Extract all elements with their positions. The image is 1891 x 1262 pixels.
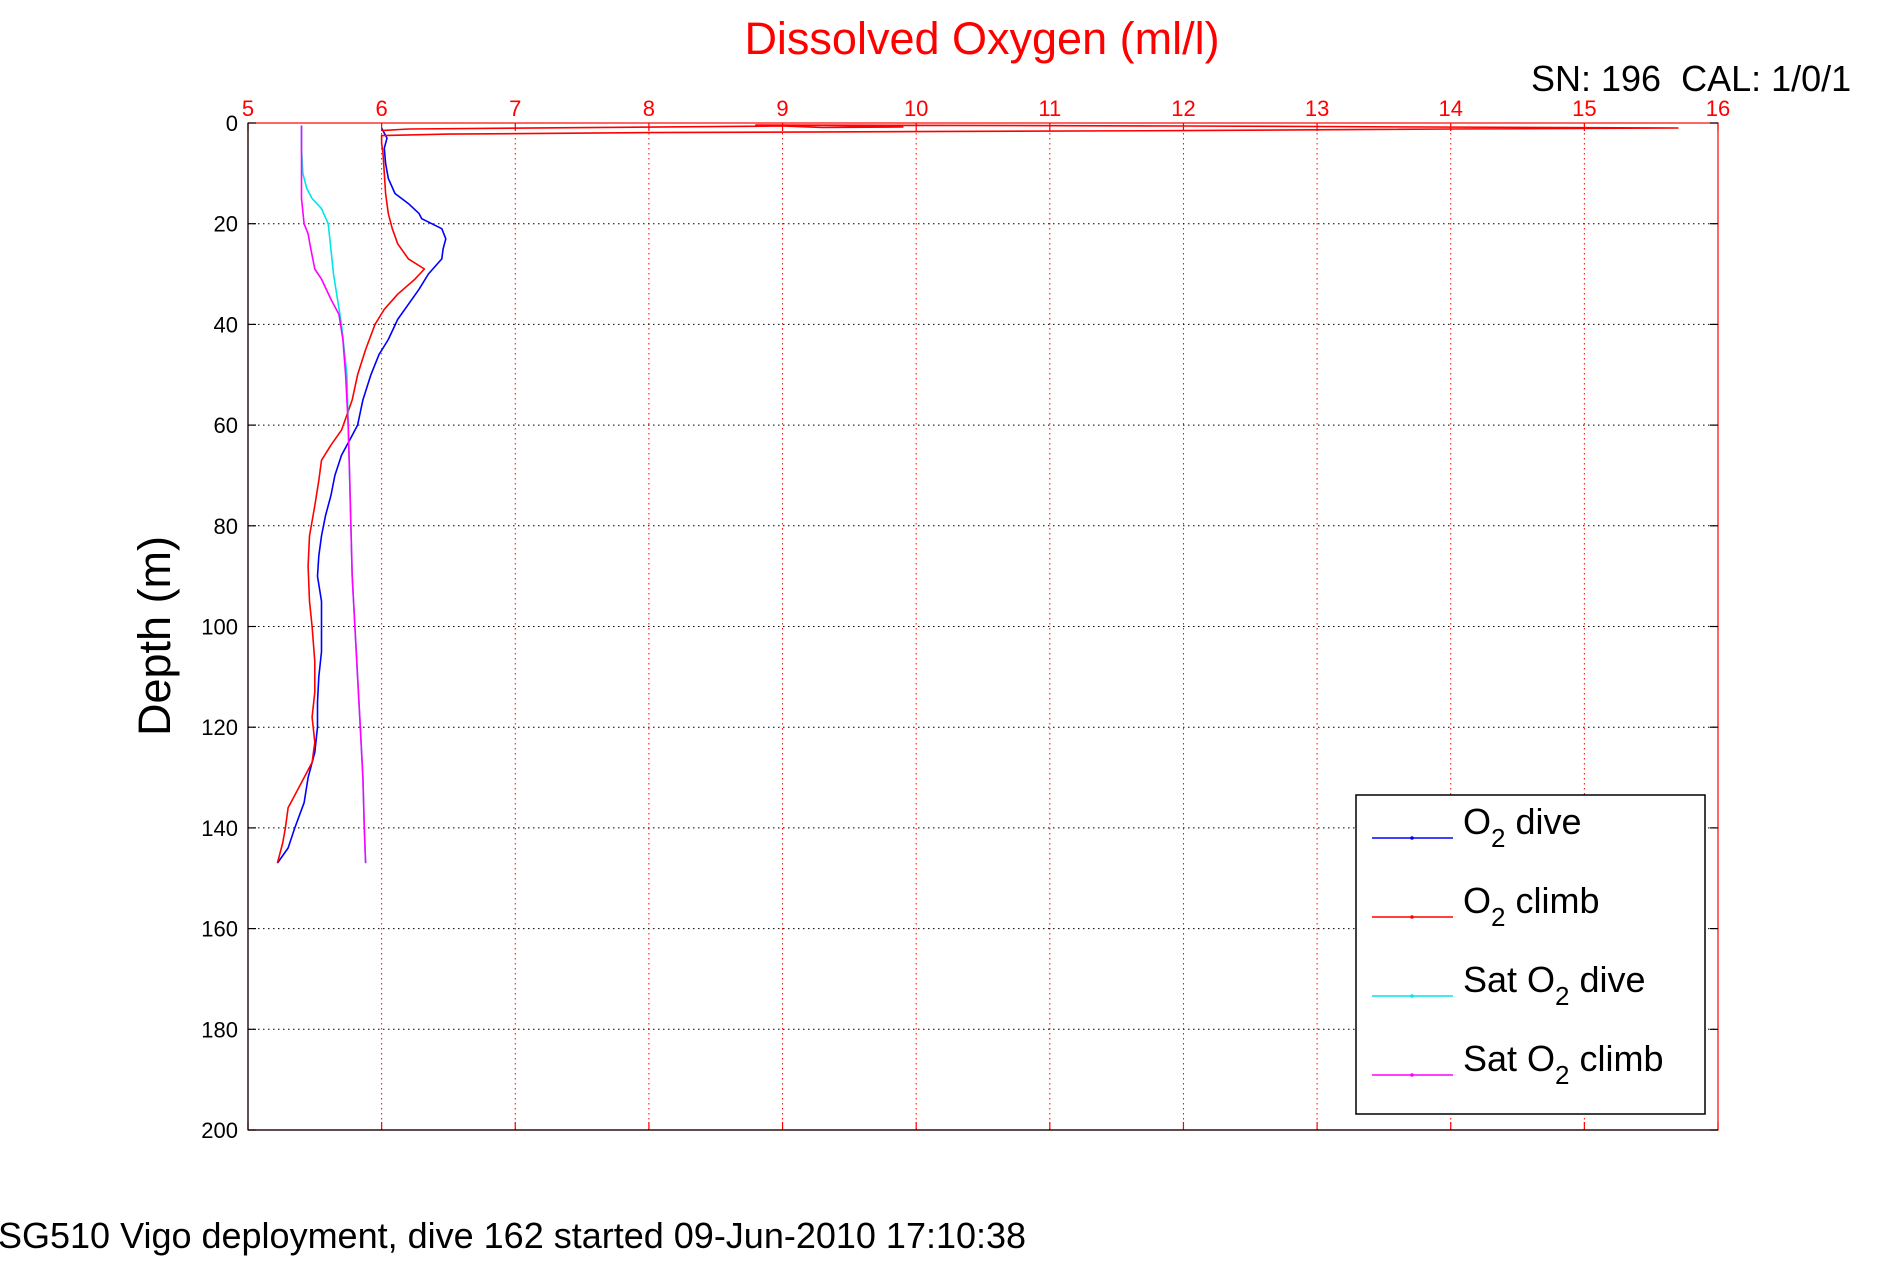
legend-label: Sat O2 dive [1463,959,1646,1011]
axes: 5 6 7 8 9 10 11 12 13 14 15 16020406080100120140160… [201,96,1730,1143]
dive-footer: SG510 Vigo deployment, dive 162 started … [0,1215,1026,1256]
y-tick-label: 20 [214,212,238,237]
legend-box [1355,794,1706,1115]
chart-title: Dissolved Oxygen (ml/l) [744,13,1219,64]
y-axis-label: Depth (m) [129,536,180,736]
y-tick-label: 100 [201,615,238,640]
y-tick-label: 160 [201,917,238,942]
series-line-o2-climb [276,124,1679,864]
series-lines [276,124,1679,864]
x-tick-label: 8 [643,96,655,121]
serial-calibration-label: SN: 196 CAL: 1/0/1 [1531,58,1851,99]
y-tick-label: 80 [214,514,238,539]
y-tick-label: 40 [214,312,238,337]
legend-label: O2 climb [1463,880,1600,932]
x-tick-label: 11 [1038,96,1061,121]
y-tick-label: 140 [201,816,238,841]
legend-marker [1410,994,1414,998]
legend-label: Sat O2 climb [1463,1038,1664,1090]
x-tick-label: 10 [904,96,928,121]
legend-marker [1410,915,1414,919]
x-tick-label: 7 [509,96,521,121]
y-tick-label: 120 [201,715,238,740]
x-tick-label: 5 [242,96,254,121]
x-tick-label: 12 [1171,96,1195,121]
y-tick-label: 200 [201,1118,238,1143]
y-tick-label: 0 [226,111,238,136]
x-tick-label: 13 [1305,96,1329,121]
x-tick-label: 15 [1572,96,1596,121]
x-tick-label: 6 [376,96,388,121]
x-tick-label: 16 [1706,96,1730,121]
x-tick-label: 14 [1438,96,1462,121]
legend: O2 dive O2 climb Sat O2 dive Sat O2 climb [1355,794,1706,1115]
series-line-o2-dive [276,127,447,864]
series-line-sat-o2-climb [300,125,367,864]
y-tick-label: 180 [201,1017,238,1042]
y-tick-label: 60 [214,413,238,438]
legend-marker [1410,836,1414,840]
x-tick-label: 9 [776,96,788,121]
legend-marker [1410,1073,1414,1077]
legend-label: O2 dive [1463,801,1582,853]
